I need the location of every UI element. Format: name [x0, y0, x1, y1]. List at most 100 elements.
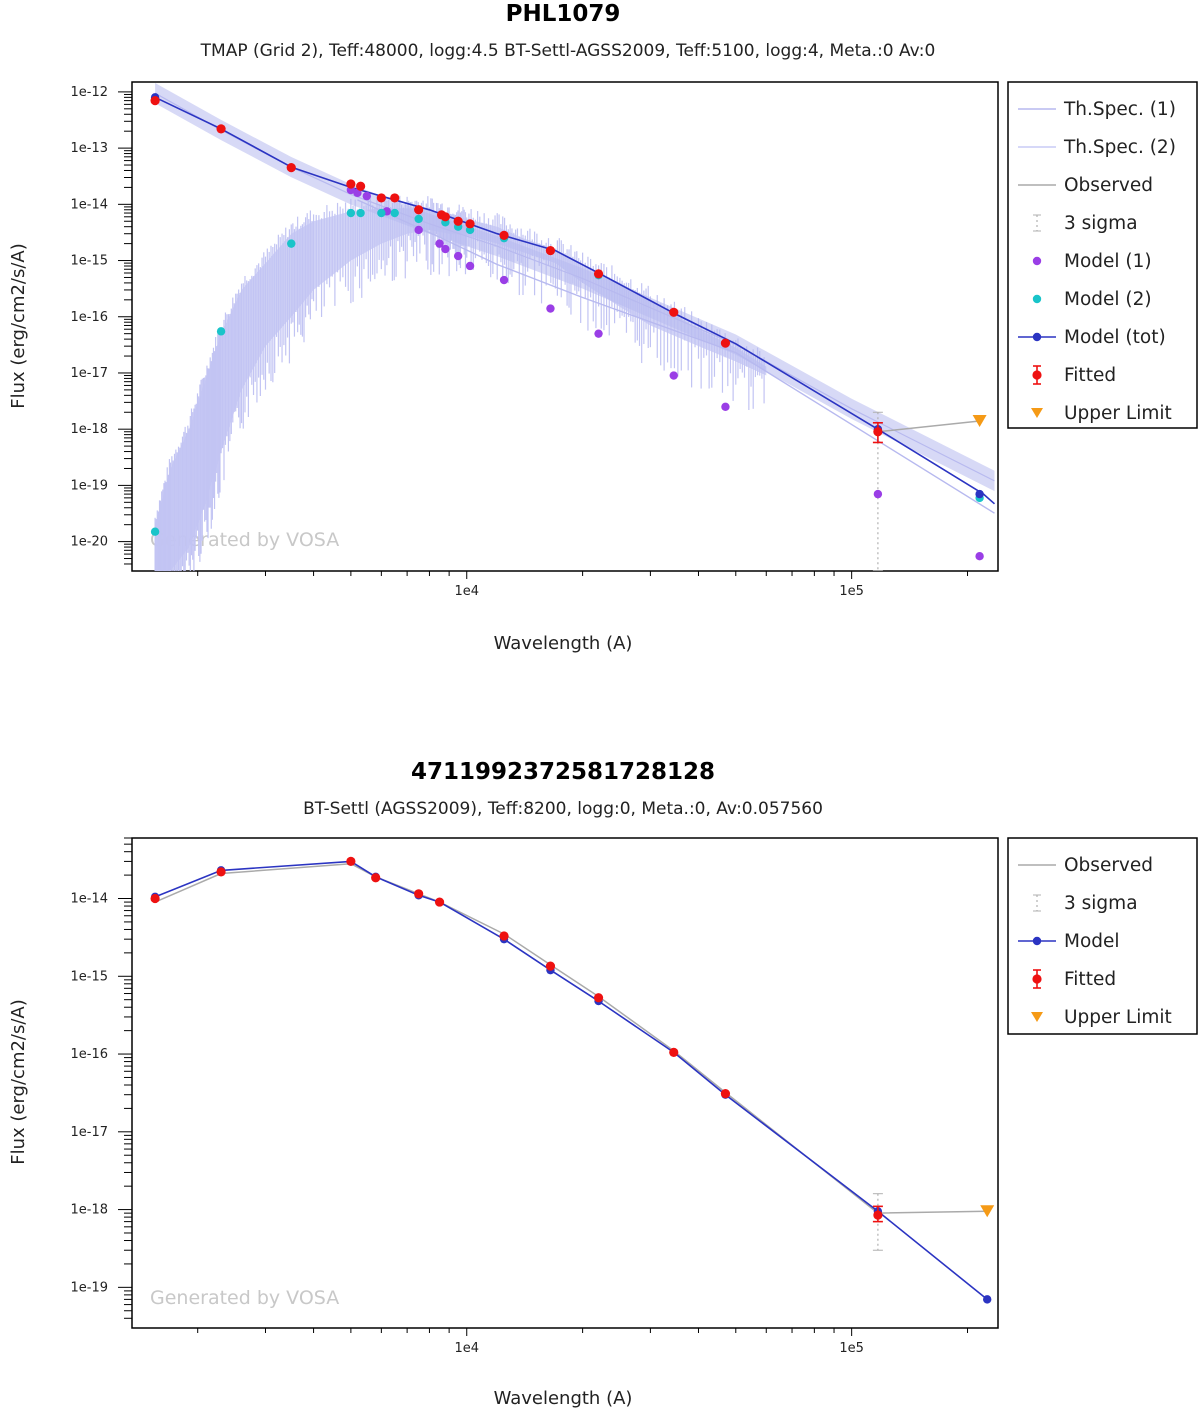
sed-chart-4711992372581728128: 4711992372581728128 BT-Settl (AGSS2009),…: [8, 759, 1198, 1409]
model-1-point: [669, 371, 678, 380]
legend-label: Model (2): [1064, 289, 1152, 310]
fitted-point: [720, 1088, 731, 1099]
legend-label: Upper Limit: [1064, 403, 1172, 424]
legend-item: Th.Spec. (1): [1018, 99, 1176, 120]
model-1-point: [546, 304, 555, 313]
y-tick-label: 1e-19: [70, 478, 108, 493]
model-1-point: [594, 329, 603, 338]
fitted-point: [216, 867, 226, 877]
axes: 1e4 1e5 1e-12 1e-13 1e-14 1e-15 1e-16 1e-17 1e-1…: [70, 85, 969, 599]
legend-label: Fitted: [1064, 365, 1116, 386]
legend-dot-swatch: [1032, 370, 1042, 380]
model-2-point: [356, 208, 365, 218]
legend-label: Model (1): [1064, 251, 1152, 272]
legend-dot-swatch: [1032, 256, 1042, 266]
fitted-point: [216, 124, 226, 134]
legend-label: Upper Limit: [1064, 1007, 1172, 1028]
legend-box: [1007, 81, 1198, 429]
chart-title: 4711992372581728128: [411, 759, 715, 785]
y-tick-label: 1e-18: [70, 422, 108, 437]
fitted-point: [669, 307, 679, 317]
y-tick-label: 1e-14: [70, 197, 108, 212]
y-tick-label: 1e-12: [70, 85, 108, 100]
plot-area: [150, 856, 995, 1304]
legend-item: Fitted: [1032, 365, 1116, 386]
legend-item: Fitted: [1032, 969, 1116, 990]
legend: Observed 3 sigma Model Fitted Upper Limit: [1018, 855, 1172, 1028]
model-1-point: [362, 191, 372, 201]
legend-label: 3 sigma: [1064, 213, 1138, 234]
chart-subtitle: BT-Settl (AGSS2009), Teff:8200, logg:0, …: [303, 799, 823, 819]
model-1-line: [357, 199, 995, 514]
model-1-point: [721, 402, 730, 412]
legend-triangle-swatch: [1031, 1012, 1043, 1022]
fitted-point: [356, 181, 366, 191]
model-1-point: [975, 552, 984, 561]
legend-item: Observed: [1018, 175, 1153, 196]
fitted-point: [593, 993, 604, 1003]
model-1-point: [441, 244, 450, 254]
legend-item: Th.Spec. (2): [1018, 137, 1176, 158]
y-tick-label: 1e-14: [70, 892, 108, 907]
fitted-point: [390, 193, 400, 203]
legend-dot-swatch: [1032, 974, 1042, 984]
fitted-point: [376, 193, 386, 203]
y-tick-label: 1e-15: [70, 254, 108, 269]
axes: 1e4 1e5 1e-14 1e-15 1e-16 1e-17 1e-18 1e-19: [70, 837, 969, 1356]
y-axis-label: Flux (erg/cm2/s/A): [8, 243, 29, 409]
plot-area: [150, 83, 996, 571]
y-axis-label: Flux (erg/cm2/s/A): [8, 999, 29, 1165]
legend-item: Model (2): [1032, 289, 1152, 310]
watermark: Generated by VOSA: [150, 529, 339, 551]
legend-label: Model: [1064, 931, 1120, 952]
upper-limit-marker: [980, 1205, 995, 1218]
fitted-point: [593, 269, 604, 279]
model-total-point: [975, 489, 984, 499]
legend-item: 3 sigma: [1033, 893, 1138, 914]
y-tick-label: 1e-16: [70, 310, 108, 325]
fitted-point: [150, 96, 160, 106]
x-axis-label: Wavelength (A): [494, 633, 633, 654]
model-1-point: [353, 188, 362, 198]
legend-label: 3 sigma: [1064, 893, 1138, 914]
chart-title: PHL1079: [506, 1, 621, 27]
legend-label: Fitted: [1064, 969, 1116, 990]
x-axis-label: Wavelength (A): [494, 1388, 633, 1409]
legend-label: Observed: [1064, 855, 1153, 876]
sed-chart-phl1079: PHL1079 TMAP (Grid 2), Teff:48000, logg:…: [8, 1, 1198, 654]
upper-limit-marker: [972, 414, 987, 427]
x-tick-label: 1e5: [839, 1341, 864, 1356]
y-tick-label: 1e-17: [70, 1125, 108, 1140]
fitted-point: [545, 961, 556, 971]
model-2-point: [150, 527, 160, 536]
legend-label: Observed: [1064, 175, 1153, 196]
fitted-point: [346, 856, 356, 867]
y-tick-label: 1e-20: [70, 535, 108, 550]
fitted-point: [720, 338, 731, 348]
fitted-point: [371, 873, 381, 883]
y-tick-label: 1e-17: [70, 366, 108, 381]
fitted-point: [414, 205, 424, 215]
legend-item: Observed: [1018, 855, 1153, 876]
plot-frame: [131, 837, 999, 1329]
legend-label: Th.Spec. (2): [1063, 137, 1176, 158]
fitted-point: [346, 179, 356, 189]
model-1-point: [435, 239, 444, 248]
fitted-point: [873, 427, 883, 437]
legend-item: Upper Limit: [1031, 1007, 1172, 1028]
fitted-point: [499, 931, 509, 941]
y-tick-label: 1e-15: [70, 969, 108, 984]
y-tick-label: 1e-18: [70, 1203, 108, 1218]
fitted-point: [434, 897, 445, 907]
fitted-point: [545, 246, 556, 256]
legend-dot-swatch: [1032, 332, 1042, 342]
model-1-point: [873, 489, 883, 499]
model-1-point: [499, 275, 509, 285]
model-1-point: [465, 261, 475, 271]
model-1-point: [414, 225, 423, 235]
legend-dot-swatch: [1032, 936, 1042, 946]
fitted-point: [465, 219, 475, 229]
model-2-point: [216, 327, 226, 336]
legend-label: Th.Spec. (1): [1063, 99, 1176, 120]
y-tick-label: 1e-13: [70, 141, 108, 156]
